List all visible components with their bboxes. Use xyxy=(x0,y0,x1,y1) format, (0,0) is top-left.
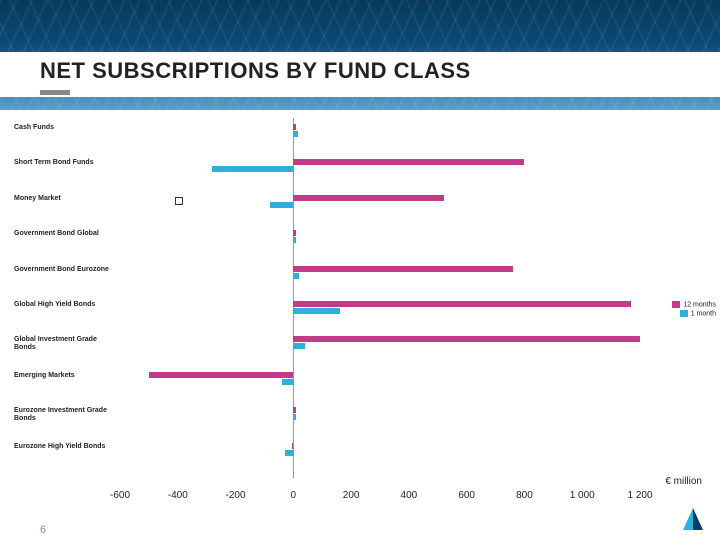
category-label: Emerging Markets xyxy=(14,372,114,380)
legend-1-month: 1 month xyxy=(680,310,716,317)
bar-12-months xyxy=(293,195,443,201)
category-label: Eurozone Investment Grade Bonds xyxy=(14,407,114,423)
legend-swatch-icon xyxy=(680,310,688,317)
x-tick-label: 1 000 xyxy=(570,490,595,501)
bar-1-month xyxy=(293,131,297,137)
category-label: Eurozone High Yield Bonds xyxy=(14,443,114,451)
bar-1-month xyxy=(282,379,294,385)
bar-12-months xyxy=(293,266,513,272)
legend-swatch-icon xyxy=(672,301,680,308)
marker-icon xyxy=(175,197,183,205)
bar-12-months xyxy=(292,443,293,449)
axis-unit-label: € million xyxy=(665,476,702,487)
category-label: Government Bond Global xyxy=(14,230,114,238)
bar-12-months xyxy=(293,336,640,342)
bar-1-month xyxy=(293,308,339,314)
page-number: 6 xyxy=(40,524,46,536)
title-strip: NET SUBSCRIPTIONS BY FUND CLASS xyxy=(0,52,720,97)
legend-label: 12 months xyxy=(683,301,716,308)
page-title: NET SUBSCRIPTIONS BY FUND CLASS xyxy=(40,58,720,84)
bar-1-month xyxy=(293,273,299,279)
bar-12-months xyxy=(149,372,293,378)
bar-12-months xyxy=(293,159,524,165)
chart-region: Cash Funds Short Term Bond Funds Money Mar… xyxy=(0,118,720,518)
category-label: Cash Funds xyxy=(14,124,114,132)
bar-12-months xyxy=(293,230,296,236)
x-tick-label: 0 xyxy=(291,490,297,501)
bar-1-month xyxy=(285,450,294,456)
bar-1-month xyxy=(212,166,293,172)
bar-12-months xyxy=(293,124,296,130)
bar-1-month xyxy=(293,343,305,349)
zero-line xyxy=(293,118,294,478)
x-tick-label: 800 xyxy=(516,490,533,501)
x-tick-label: 200 xyxy=(343,490,360,501)
x-tick-label: -200 xyxy=(226,490,246,501)
bar-12-months xyxy=(293,407,296,413)
brand-logo-icon xyxy=(680,506,706,532)
category-label: Global Investment Grade Bonds xyxy=(14,336,114,352)
x-tick-label: 1 200 xyxy=(627,490,652,501)
bar-1-month xyxy=(270,202,293,208)
legend-label: 1 month xyxy=(691,310,716,317)
legend-12-months: 12 months xyxy=(672,301,716,308)
x-tick-label: 600 xyxy=(458,490,475,501)
category-label: Money Market xyxy=(14,195,114,203)
category-label: Government Bond Eurozone xyxy=(14,266,114,274)
chart-plot xyxy=(120,118,640,478)
bar-12-months xyxy=(293,301,631,307)
title-underline xyxy=(40,90,70,95)
x-tick-label: -600 xyxy=(110,490,130,501)
bar-1-month xyxy=(293,237,296,243)
x-tick-label: 400 xyxy=(401,490,418,501)
category-label: Global High Yield Bonds xyxy=(14,301,114,309)
bar-1-month xyxy=(293,414,296,420)
x-tick-label: -400 xyxy=(168,490,188,501)
header-banner: NET SUBSCRIPTIONS BY FUND CLASS xyxy=(0,0,720,110)
category-label: Short Term Bond Funds xyxy=(14,159,114,167)
